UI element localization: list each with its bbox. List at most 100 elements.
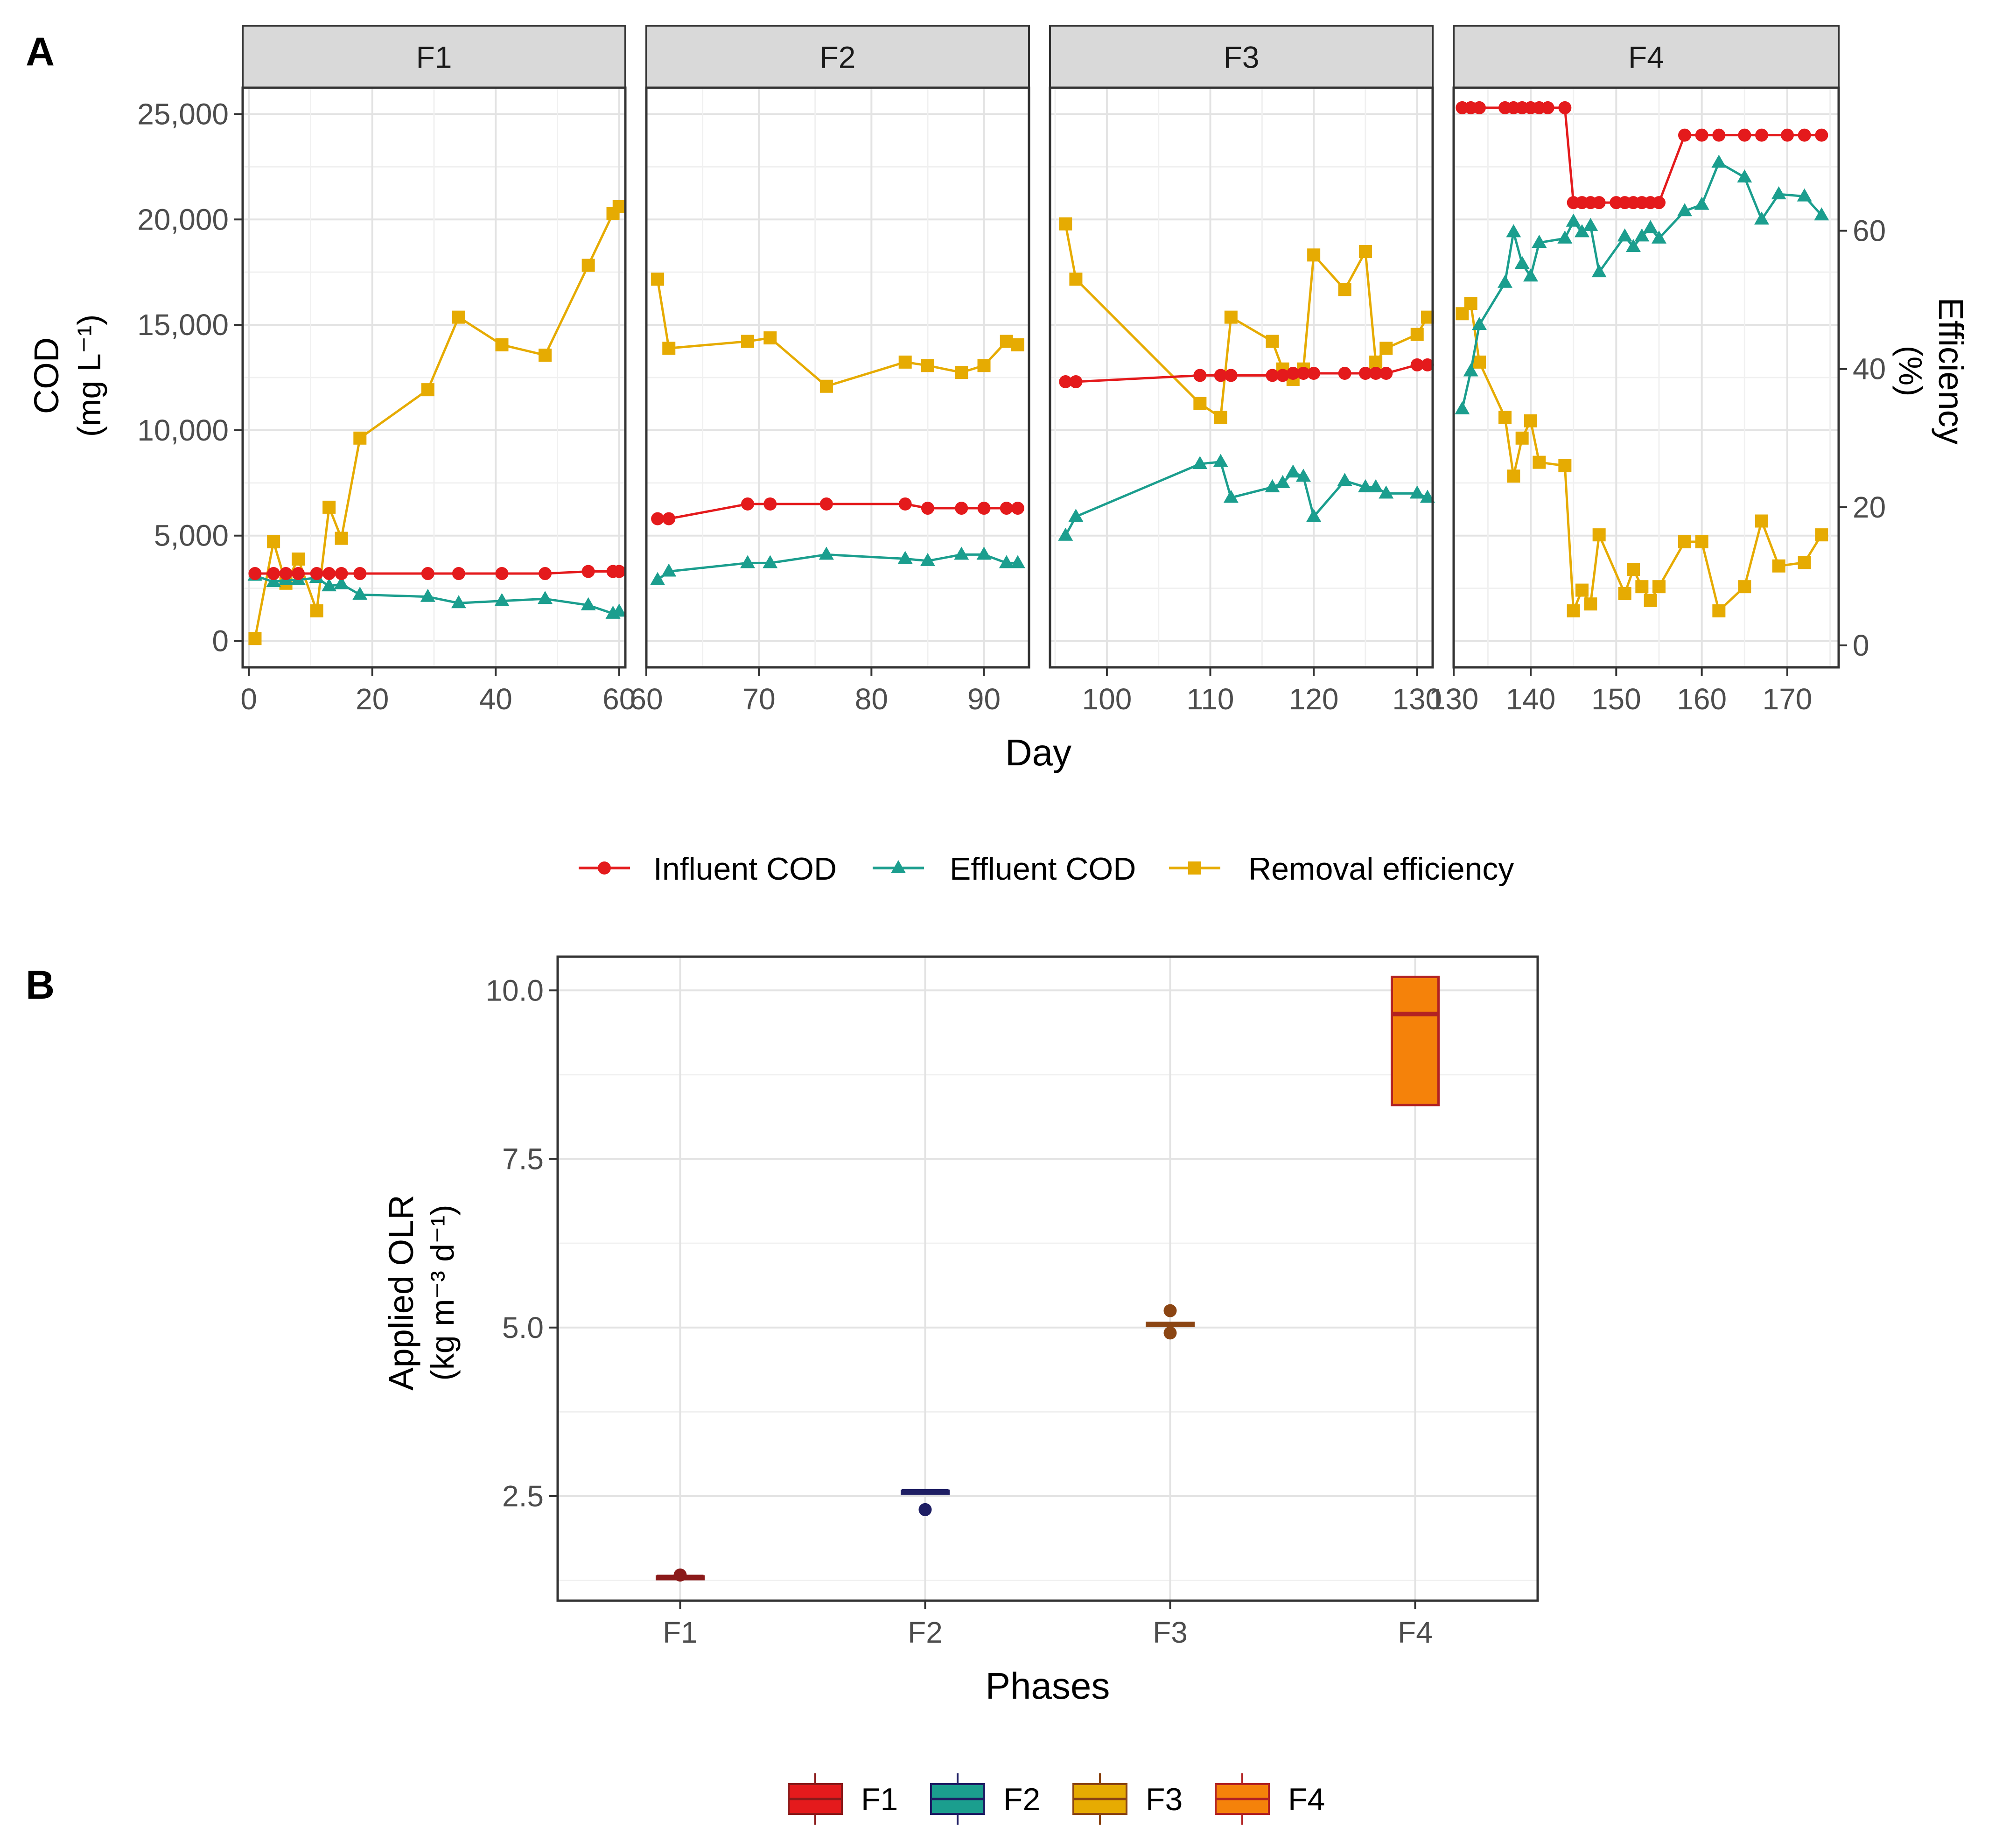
effluent-point [1265,479,1280,492]
effluent-point [611,603,627,617]
efficiency-point [1644,594,1657,607]
x-tick-label: 60 [630,682,663,716]
influent-point [421,567,434,581]
x-tick-label: 120 [1289,682,1339,716]
y2-tick-label: 40 [1853,352,1886,386]
influent-point [977,502,991,515]
efficiency-point [1069,273,1083,286]
efficiency-point [1307,248,1321,262]
influent-point [1755,128,1768,142]
influent-point [1059,375,1072,389]
influent-point [1695,128,1708,142]
effluent-point [1557,230,1573,244]
effluent-point [581,597,596,610]
legend-item-f4: F4 [1215,1773,1325,1825]
effluent-point [451,595,466,609]
influent-point [1369,366,1383,380]
panel-a: A F1 0 20 40 60 0 5,000 10,000 15,000 20,000 25,00… [26,25,1970,887]
x-tick-label: 80 [855,682,888,716]
y-axis-title: COD [27,337,66,414]
effluent-point [1583,217,1598,231]
influent-point [1000,502,1013,515]
efficiency-point [1224,310,1238,324]
y-axis-title-b: Applied OLR [382,1195,420,1391]
y2-tick-label: 60 [1853,214,1886,248]
influent-point [1712,128,1726,142]
effluent-point [661,563,677,577]
facet-strip-label: F3 [1223,40,1259,75]
influent-point [1678,128,1691,142]
outlier-point [673,1568,687,1582]
efficiency-point [495,338,509,351]
legend-efficiency-marker [1188,861,1201,875]
influent-point [1214,369,1227,382]
x-tick-label: 60 [602,682,636,716]
efficiency-point [1524,414,1537,427]
box-f3 [1146,1304,1195,1340]
efficiency-point [955,366,968,379]
efficiency-point [1515,431,1529,445]
legend-b: F1 F2 F3 F4 [788,1773,1325,1825]
effluent-point [1617,228,1632,242]
effluent-point [1652,230,1666,244]
efficiency-point [1635,580,1649,594]
y-tick-label-b: 10.0 [485,973,544,1007]
influent-point [539,567,552,581]
influent-point [1815,128,1828,142]
influent-point [1296,366,1310,380]
y-tick-label-b: 2.5 [502,1479,544,1513]
effluent-point [999,555,1014,568]
influent-point [495,567,509,581]
influent-point [763,497,777,511]
legend-influent-marker [598,861,611,875]
influent-point [335,567,348,581]
effluent-point [1754,211,1769,225]
facet-strip [645,25,1030,89]
outlier-point [918,1503,932,1516]
efficiency-point [292,552,305,566]
facet-f3: F3 100 110 120 130 [1049,25,1442,716]
plot-border [1452,86,1840,669]
y-axis-units-b: (kg m⁻³ d⁻¹) [424,1204,461,1380]
influent-point [819,497,833,511]
influent-point [1358,366,1372,380]
efficiency-point [1798,556,1811,569]
x-tick-label: 0 [240,682,257,716]
influent-point [1738,128,1751,142]
legend-item-f1: F1 [788,1773,898,1825]
efficiency-point [267,535,280,548]
efficiency-point [335,532,348,545]
efficiency-point [1627,563,1640,576]
effluent-point [740,555,756,568]
legend-label: F2 [1003,1782,1040,1817]
efficiency-point [1338,283,1351,296]
outlier-point [1163,1304,1177,1317]
effluent-point [1010,555,1025,568]
legend-item-efficiency: Removal efficiency [1169,851,1514,887]
y-axis-units: (mg L⁻¹) [71,315,107,437]
effluent-point [1192,456,1208,469]
efficiency-point [898,355,912,369]
facet-strip-label: F4 [1628,40,1664,75]
y2-axis-title: Efficiency [1932,297,1970,444]
effluent-point [1514,256,1530,269]
legend-efficiency-label: Removal efficiency [1248,851,1514,887]
effluent-point [1223,490,1239,503]
efficiency-point [651,273,665,286]
facet-f2: F2 60 70 80 90 [630,25,1030,716]
x-tick-label: 130 [1429,682,1479,716]
facet-f4: F4 130 140 150 160 170 0 20 40 60 [1429,25,1886,716]
efficiency-point [1558,459,1572,473]
influent-point [267,567,280,581]
effluent-point [538,591,553,604]
influent-point [1338,366,1351,380]
influent-point [1069,375,1083,389]
y-tick-label: 5,000 [154,519,229,553]
efficiency-point [763,331,777,345]
effluent-point [1575,224,1589,238]
influent-point [1798,128,1811,142]
panel-b: B 2.5 5.0 7.5 10.0 F1 F2 F3 F4 Applied OLR (kg … [26,955,1539,1825]
box-body [1391,975,1440,1106]
effluent-point [266,574,281,588]
efficiency-point [1533,455,1546,469]
